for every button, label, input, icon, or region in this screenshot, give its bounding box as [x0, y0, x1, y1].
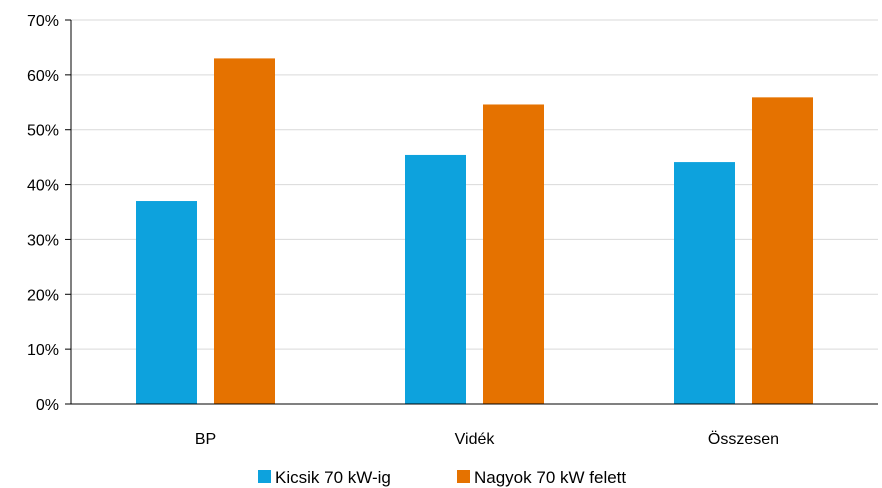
- bar-kicsik-1: [405, 154, 466, 404]
- y-tick-label: 30%: [27, 232, 59, 249]
- bar-nagyok-1: [483, 104, 544, 404]
- y-tick-label: 10%: [27, 342, 59, 359]
- y-tick-label: 40%: [27, 178, 59, 195]
- legend-swatch-kicsik: [258, 470, 271, 483]
- legend-label-nagyok: Nagyok 70 kW felett: [474, 468, 626, 487]
- bars: [136, 58, 813, 405]
- legend: Kicsik 70 kW-ig Nagyok 70 kW felett: [258, 468, 626, 487]
- legend-swatch-nagyok: [457, 470, 470, 483]
- y-tick-label: 20%: [27, 287, 59, 304]
- x-category-label: Összesen: [708, 430, 779, 448]
- y-tick-label: 70%: [27, 13, 59, 30]
- bar-kicsik-2: [674, 162, 735, 404]
- bar-kicsik-0: [136, 201, 197, 404]
- legend-label-kicsik: Kicsik 70 kW-ig: [275, 468, 391, 487]
- bar-nagyok-2: [752, 97, 813, 404]
- gridlines: [71, 19, 878, 350]
- bar-nagyok-0: [214, 58, 275, 405]
- y-tick-label: 0%: [36, 397, 59, 414]
- y-tick-label: 50%: [27, 123, 59, 140]
- x-category-label: BP: [195, 431, 216, 448]
- y-tick-label: 60%: [27, 68, 59, 85]
- x-axis-categories: BP Vidék Összesen: [195, 430, 779, 448]
- y-axis-ticks: 0% 10% 20% 30% 40% 50% 60% 70%: [27, 13, 71, 414]
- x-category-label: Vidék: [455, 431, 496, 448]
